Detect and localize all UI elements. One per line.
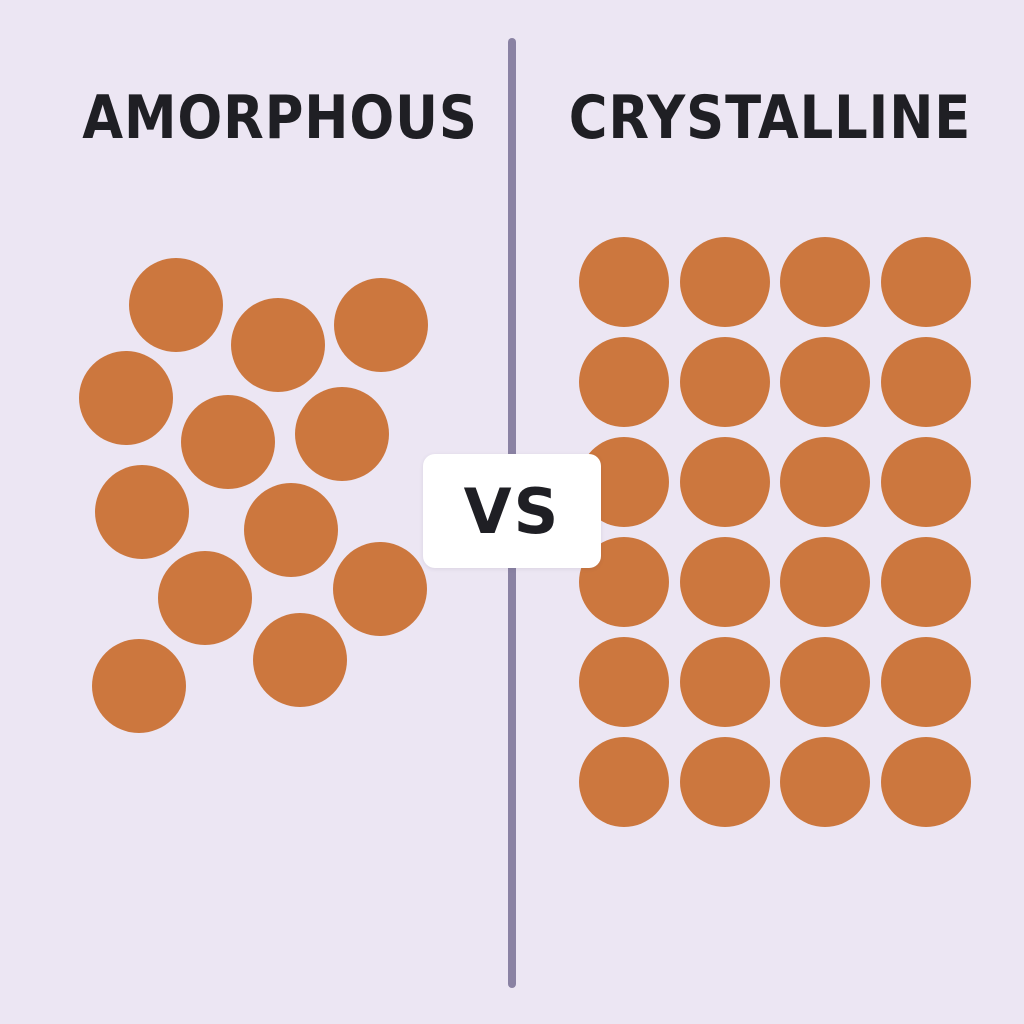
crystalline-particle [780, 737, 870, 827]
amorphous-particle [79, 351, 173, 445]
crystalline-particle [679, 637, 770, 727]
crystalline-particle [780, 637, 870, 727]
amorphous-particle [92, 639, 186, 733]
amorphous-particle [253, 613, 347, 707]
vs-badge: VS [423, 454, 601, 568]
crystalline-title: CRYSTALLINE [568, 83, 972, 153]
crystalline-particle [579, 337, 669, 427]
crystalline-particle [679, 337, 770, 427]
crystalline-particle [880, 537, 971, 627]
crystalline-particle [780, 437, 870, 527]
crystalline-particle [579, 737, 669, 827]
amorphous-particle [129, 258, 223, 352]
crystalline-particle [780, 337, 870, 427]
amorphous-particle [181, 395, 275, 489]
crystalline-particle [880, 237, 971, 327]
amorphous-particle [158, 551, 252, 645]
crystalline-particle [679, 537, 770, 627]
crystalline-particle [880, 437, 971, 527]
crystalline-particle [780, 537, 870, 627]
crystalline-particle [679, 437, 770, 527]
crystalline-particle [679, 737, 770, 827]
amorphous-particle [244, 483, 338, 577]
amorphous-particle [231, 298, 325, 392]
amorphous-particle [334, 278, 428, 372]
crystalline-particle [579, 637, 669, 727]
amorphous-title: AMORPHOUS [82, 83, 478, 153]
crystalline-particle [880, 737, 971, 827]
crystalline-particle [880, 337, 971, 427]
vs-label: VS [463, 474, 561, 548]
crystalline-particle [880, 637, 971, 727]
amorphous-particle [333, 542, 427, 636]
crystalline-particle [780, 237, 870, 327]
crystalline-particle [579, 237, 669, 327]
crystalline-particle [679, 237, 770, 327]
amorphous-particle [295, 387, 389, 481]
amorphous-particle [95, 465, 189, 559]
